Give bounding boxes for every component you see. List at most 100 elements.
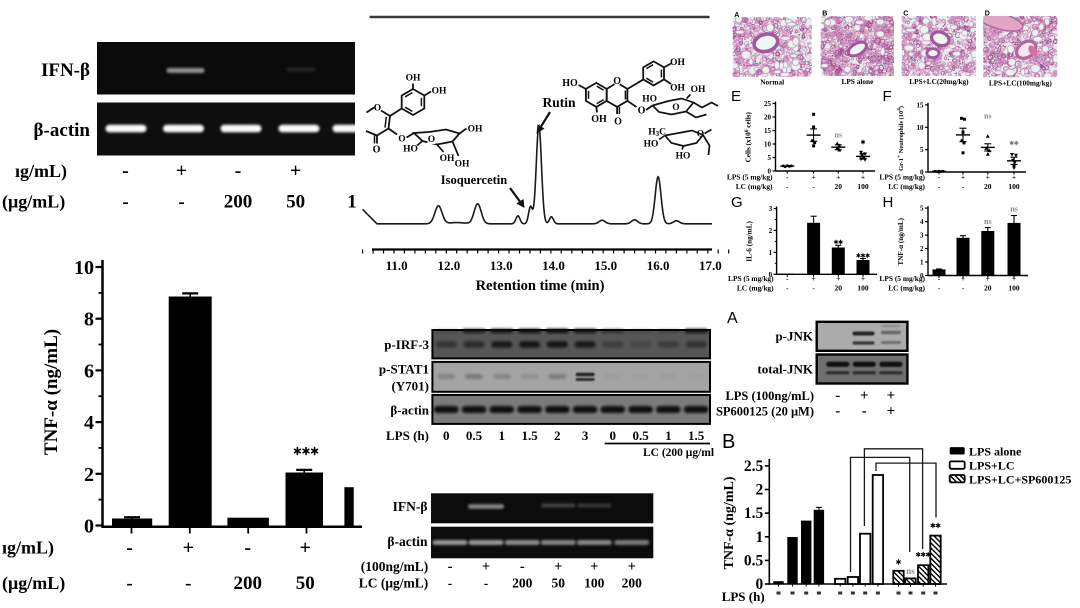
svg-text:4: 4 [920, 218, 924, 226]
svg-text:+: + [590, 559, 598, 575]
svg-text:OH: OH [468, 125, 483, 135]
svg-text:-: - [235, 160, 242, 182]
svg-text:B: B [822, 11, 827, 18]
svg-text:3: 3 [920, 232, 924, 240]
svg-text:+: + [554, 559, 562, 575]
svg-text:LPS (5 mg/kg): LPS (5 mg/kg) [879, 274, 925, 283]
svg-text:-: - [862, 404, 867, 420]
svg-text:0: 0 [768, 168, 772, 176]
svg-text:+: + [628, 559, 636, 575]
svg-text:HO: HO [642, 95, 657, 105]
svg-text:+: + [183, 537, 194, 559]
svg-text:0.5: 0.5 [466, 428, 483, 443]
svg-text:O: O [398, 135, 405, 145]
svg-text:OH: OH [432, 87, 447, 97]
svg-text:1: 1 [347, 192, 357, 213]
svg-text:O: O [614, 117, 622, 128]
svg-text:LPS alone: LPS alone [969, 444, 1022, 458]
svg-text:-: - [786, 182, 789, 191]
svg-text:SP600125 (20 μM): SP600125 (20 μM) [716, 405, 814, 419]
svg-text:+: + [986, 173, 990, 182]
svg-text:TNF-α (ng/mL): TNF-α (ng/mL) [897, 217, 905, 265]
svg-text:-: - [786, 173, 789, 182]
svg-text:Gr-1+ Neutrophils (104): Gr-1+ Neutrophils (104) [896, 106, 905, 171]
svg-text:15: 15 [917, 101, 925, 109]
svg-text:12.0: 12.0 [438, 258, 461, 273]
svg-text:IFN-β: IFN-β [41, 60, 90, 81]
svg-text:+: + [961, 274, 965, 283]
svg-text:+: + [861, 274, 865, 283]
svg-text:6: 6 [84, 360, 94, 382]
svg-text:LPS alone: LPS alone [841, 77, 874, 86]
svg-text:LPS (5 mg/kg): LPS (5 mg/kg) [727, 173, 773, 182]
svg-text:14.0: 14.0 [542, 258, 565, 273]
svg-text:-: - [126, 573, 132, 594]
svg-text:15: 15 [764, 127, 772, 135]
svg-text:A: A [727, 310, 738, 327]
svg-text:ns: ns [906, 566, 915, 576]
svg-text:LPS+LC+SP600125: LPS+LC+SP600125 [969, 472, 1071, 486]
svg-text:17.0: 17.0 [699, 258, 722, 273]
svg-text:-: - [835, 388, 840, 404]
svg-text:LPS (5 mg/kg): LPS (5 mg/kg) [879, 173, 925, 182]
svg-text:0: 0 [756, 576, 764, 593]
svg-text:ns: ns [1010, 205, 1018, 214]
svg-text:20: 20 [764, 114, 772, 122]
svg-text:15.0: 15.0 [594, 258, 617, 273]
svg-text:+: + [290, 160, 301, 182]
svg-text:+: + [861, 173, 865, 182]
svg-text:LPS+LC(100mg/kg): LPS+LC(100mg/kg) [989, 78, 1053, 87]
svg-text:-: - [185, 573, 191, 594]
svg-text:200: 200 [233, 573, 262, 594]
svg-text:25: 25 [764, 100, 772, 108]
svg-text:50: 50 [552, 576, 566, 591]
svg-text:-: - [938, 284, 941, 293]
svg-text:5: 5 [920, 146, 924, 154]
svg-text:(100ng/mL): (100ng/mL) [361, 559, 429, 574]
svg-text:1.5: 1.5 [688, 428, 705, 443]
svg-text:Cells (x106 cells): Cells (x106 cells) [744, 112, 753, 163]
svg-text:O: O [613, 76, 621, 87]
svg-text:2: 2 [920, 245, 924, 253]
svg-text:E: E [731, 88, 741, 105]
svg-text:ns: ns [984, 112, 992, 121]
svg-text:+: + [836, 274, 840, 283]
svg-text:20: 20 [984, 284, 992, 293]
svg-text:+: + [299, 537, 310, 559]
svg-text:-: - [520, 559, 525, 575]
svg-text:2.5: 2.5 [744, 458, 764, 475]
svg-text:20: 20 [984, 182, 992, 191]
svg-text:10: 10 [917, 124, 925, 132]
svg-text:1: 1 [756, 529, 764, 546]
svg-text:20: 20 [835, 182, 843, 191]
svg-text:0.5: 0.5 [632, 428, 649, 443]
svg-text:A: A [734, 12, 739, 19]
svg-text:-: - [962, 284, 965, 293]
svg-text:O: O [373, 145, 381, 156]
svg-text:-: - [938, 182, 941, 191]
svg-text:2: 2 [554, 428, 561, 443]
svg-text:50: 50 [286, 192, 305, 213]
svg-text:LPS+LC(20mg/kg): LPS+LC(20mg/kg) [909, 77, 969, 86]
svg-text:H: H [883, 194, 894, 211]
svg-text:0: 0 [920, 169, 924, 177]
svg-text:OH: OH [591, 114, 607, 125]
svg-text:-: - [835, 404, 840, 420]
svg-text:(μg/mL): (μg/mL) [2, 573, 65, 594]
svg-text:+: + [811, 173, 815, 182]
svg-text:+: + [986, 274, 990, 283]
svg-text:+: + [811, 274, 815, 283]
svg-text:3: 3 [769, 205, 773, 213]
svg-text:1.5: 1.5 [744, 505, 764, 522]
svg-text:1: 1 [769, 249, 773, 257]
svg-text:0: 0 [443, 428, 450, 443]
svg-text:100: 100 [1008, 182, 1020, 191]
svg-text:-: - [962, 182, 965, 191]
svg-text:H3C: H3C [648, 128, 666, 139]
svg-text:1: 1 [499, 428, 506, 443]
svg-text:+: + [887, 404, 896, 420]
svg-text:TNF-α (ng/mL): TNF-α (ng/mL) [41, 329, 62, 455]
svg-text:11.0: 11.0 [386, 258, 408, 273]
svg-text:β-actin: β-actin [387, 534, 428, 549]
svg-text:O: O [672, 103, 679, 113]
